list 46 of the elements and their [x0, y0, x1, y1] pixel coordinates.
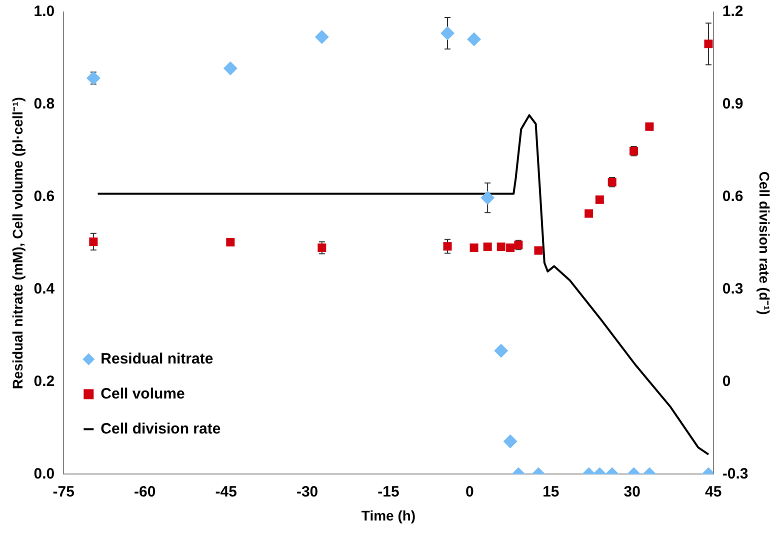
x-tick-label: 0 [466, 483, 474, 500]
x-tick-label: 15 [542, 483, 560, 500]
point [443, 242, 452, 251]
y2-axis-title: Cell division rate (d⁻¹) [756, 171, 773, 315]
x-tick-label: -30 [296, 483, 318, 500]
y-tick-label: 0.8 [34, 96, 55, 113]
point [226, 238, 235, 246]
point [496, 242, 506, 252]
point [318, 243, 326, 252]
x-tick-label: -45 [215, 483, 237, 500]
x-tick-label: -60 [134, 483, 156, 500]
y2-tick-label: 0 [722, 372, 731, 390]
point [86, 71, 100, 86]
point [534, 246, 543, 255]
point [480, 190, 495, 205]
point [506, 243, 515, 252]
x-tick-label: -75 [52, 483, 74, 500]
y-axis-title: Residual nitrate (mM), Cell volume (pl·cell⁻¹) [9, 97, 26, 390]
y-tick-label: 1.0 [34, 3, 55, 20]
point [314, 30, 329, 44]
x-tick-label: -15 [378, 483, 400, 500]
legend-label: Cell volume [100, 385, 185, 402]
y-tick-label: 0.6 [34, 188, 55, 206]
x-tick-label: 30 [624, 483, 640, 500]
legend-label: Residual nitrate [100, 350, 214, 368]
point [89, 237, 98, 246]
point [440, 26, 455, 40]
y-tick-label: 0.2 [34, 372, 55, 390]
y2-tick-label: -0.3 [722, 465, 748, 482]
y2-tick-label: 0.3 [722, 280, 744, 298]
y2-tick-label: 0.6 [722, 188, 744, 206]
y2-tick-label: 0.9 [722, 96, 744, 113]
point [470, 243, 478, 252]
legend-label: Cell division rate [100, 420, 221, 438]
x-tick-label: 45 [705, 483, 722, 500]
point [645, 122, 654, 131]
y-tick-label: 0.4 [34, 280, 56, 298]
y-tick-label: 0.0 [34, 465, 55, 482]
point [467, 32, 482, 46]
point [483, 242, 492, 252]
y2-tick-label: 1.2 [722, 3, 744, 20]
x-axis-title: Time (h) [361, 507, 416, 524]
point [595, 195, 604, 204]
point [584, 209, 594, 218]
point [223, 61, 238, 76]
point [704, 40, 713, 48]
